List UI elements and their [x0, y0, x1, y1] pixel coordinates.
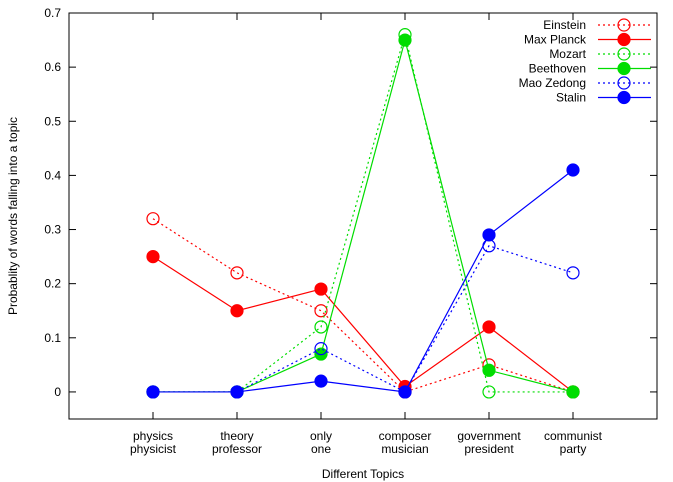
x-tick-label: only [310, 429, 332, 443]
data-point [314, 304, 328, 318]
y-tick-label: 0.2 [44, 277, 61, 291]
y-tick-label: 0 [54, 385, 61, 399]
series-line [152, 218, 574, 393]
y-axis-label: Probablity of words falling into a topic [6, 117, 20, 315]
x-tick-label: composer [379, 429, 432, 443]
data-point [314, 320, 328, 334]
y-tick-label: 0.1 [44, 331, 61, 345]
legend-label: Mozart [549, 47, 586, 61]
data-point [314, 374, 328, 388]
x-tick-label: musician [381, 442, 428, 456]
data-point [482, 385, 496, 399]
series-layer [146, 28, 580, 399]
data-point [146, 385, 160, 399]
legend-label: Mao Zedong [519, 76, 586, 90]
x-tick-label: physicist [130, 442, 177, 456]
data-point [146, 212, 160, 226]
series-line [152, 256, 574, 393]
x-axis-label: Different Topics [322, 467, 404, 481]
x-tick-label: professor [212, 442, 262, 456]
data-point [482, 320, 496, 334]
x-tick-label: theory [220, 429, 253, 443]
data-point [230, 385, 244, 399]
data-point [566, 163, 580, 177]
x-tick-label: party [560, 442, 587, 456]
legend-marker [617, 47, 631, 61]
series-line [153, 245, 574, 393]
x-tick-label: government [457, 429, 521, 443]
x-tick-label: one [311, 442, 331, 456]
legend-label: Einstein [543, 18, 586, 32]
data-point [314, 342, 328, 356]
legend-label: Max Planck [524, 33, 587, 47]
legend-marker [617, 18, 631, 32]
data-point [482, 228, 496, 242]
y-tick-label: 0.4 [44, 168, 61, 182]
y-tick-label: 0.5 [44, 114, 61, 128]
legend-marker [617, 76, 631, 90]
x-tick-label: president [464, 442, 514, 456]
series-line [153, 169, 574, 393]
data-point [566, 266, 580, 280]
data-point [482, 363, 496, 377]
legend-label: Stalin [556, 91, 586, 105]
data-point [230, 304, 244, 318]
plot-frame [68, 12, 658, 420]
data-point [146, 250, 160, 264]
y-tick-label: 0.7 [44, 6, 61, 20]
legend-marker [617, 32, 631, 47]
data-point [314, 282, 328, 296]
legend-marker [617, 61, 631, 76]
legend-marker [617, 90, 631, 105]
data-point [566, 385, 580, 399]
data-point [230, 266, 244, 280]
data-point [398, 385, 412, 399]
x-tick-label: communist [544, 429, 603, 443]
data-point [398, 33, 412, 47]
y-tick-label: 0.3 [44, 223, 61, 237]
series-line [153, 37, 574, 393]
legend-label: Beethoven [529, 62, 586, 76]
y-tick-label: 0.6 [44, 60, 61, 74]
x-tick-label: physics [133, 429, 173, 443]
